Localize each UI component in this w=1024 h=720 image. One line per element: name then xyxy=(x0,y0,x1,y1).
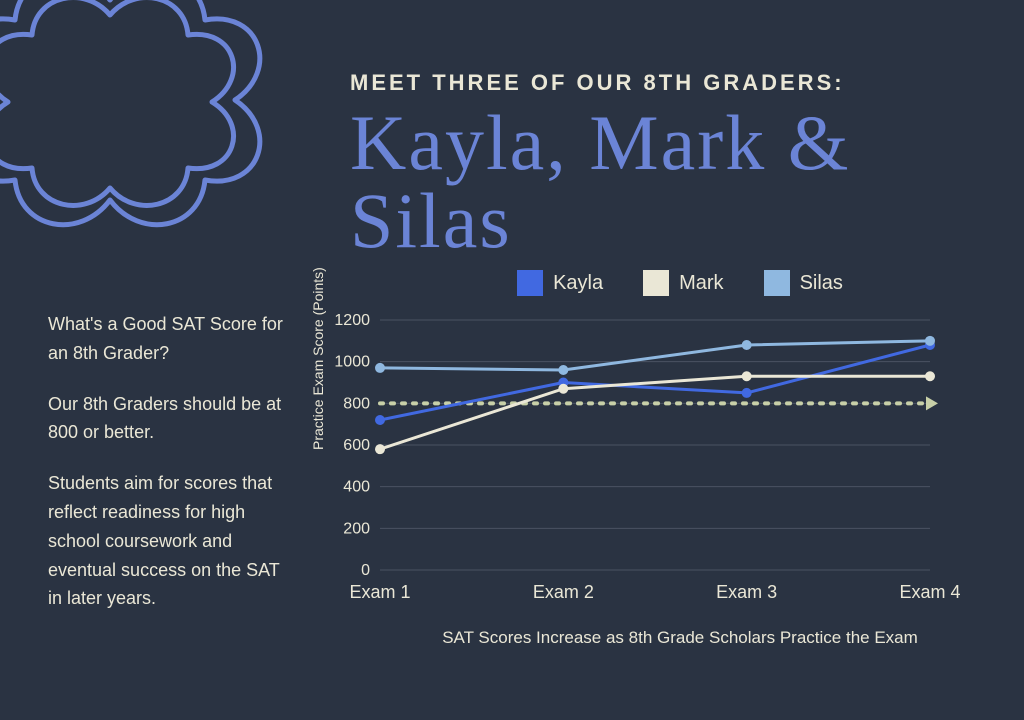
svg-text:200: 200 xyxy=(343,520,370,537)
svg-text:1000: 1000 xyxy=(334,354,370,371)
legend-item-kayla: Kayla xyxy=(517,270,603,296)
chart: Kayla Mark Silas Practice Exam Score (Po… xyxy=(320,270,1000,690)
svg-text:600: 600 xyxy=(343,437,370,454)
legend-swatch xyxy=(643,270,669,296)
svg-text:Exam 3: Exam 3 xyxy=(716,582,777,602)
legend-label: Kayla xyxy=(553,272,603,295)
svg-text:1200: 1200 xyxy=(334,312,370,329)
legend-item-silas: Silas xyxy=(764,270,843,296)
y-axis-title: Practice Exam Score (Points) xyxy=(310,267,326,450)
svg-text:800: 800 xyxy=(343,395,370,412)
flower-decoration xyxy=(0,0,280,280)
svg-text:Exam 2: Exam 2 xyxy=(533,582,594,602)
svg-text:Exam 1: Exam 1 xyxy=(349,582,410,602)
sidebar-text: What's a Good SAT Score for an 8th Grade… xyxy=(48,310,283,635)
sidebar-para-3: Students aim for scores that reflect rea… xyxy=(48,469,283,613)
chart-legend: Kayla Mark Silas xyxy=(360,270,1000,296)
legend-label: Silas xyxy=(800,272,843,295)
svg-text:0: 0 xyxy=(361,562,370,579)
sidebar-para-2: Our 8th Graders should be at 800 or bett… xyxy=(48,390,283,448)
legend-swatch xyxy=(764,270,790,296)
svg-text:Exam 4: Exam 4 xyxy=(899,582,960,602)
legend-label: Mark xyxy=(679,272,723,295)
legend-swatch xyxy=(517,270,543,296)
header: MEET THREE OF OUR 8TH GRADERS: Kayla, Ma… xyxy=(350,70,984,260)
header-names: Kayla, Mark & Silas xyxy=(350,104,984,260)
sidebar-para-1: What's a Good SAT Score for an 8th Grade… xyxy=(48,310,283,368)
svg-text:400: 400 xyxy=(343,479,370,496)
chart-svg: 0 200 400 600 800 1000 1200 Exam 1 Exam 2 Exam 3 E… xyxy=(320,310,960,610)
chart-caption: SAT Scores Increase as 8th Grade Scholar… xyxy=(360,628,1000,648)
legend-item-mark: Mark xyxy=(643,270,723,296)
header-label: MEET THREE OF OUR 8TH GRADERS: xyxy=(350,70,984,96)
